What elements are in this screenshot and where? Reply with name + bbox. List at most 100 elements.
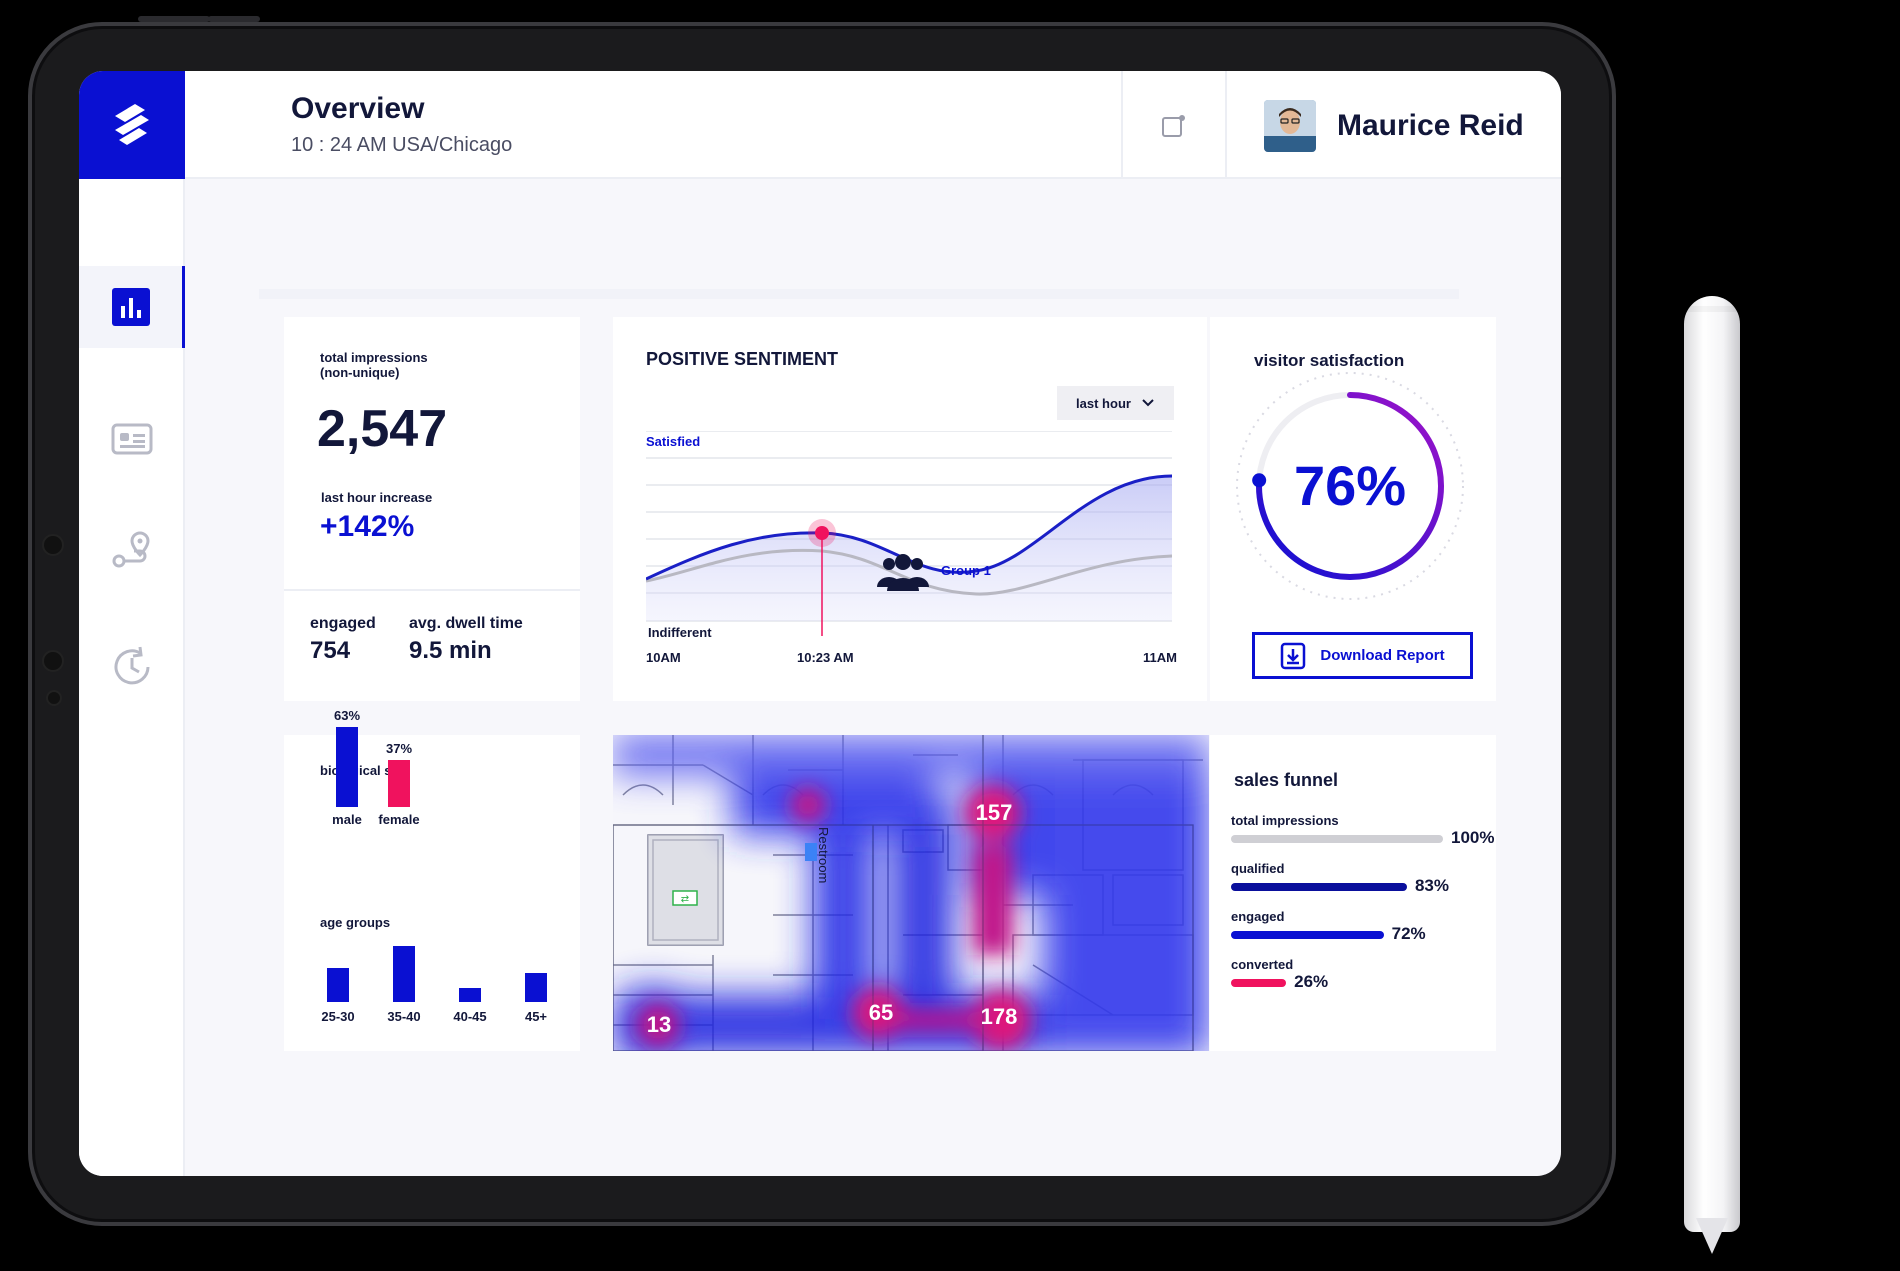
tablet-mic bbox=[46, 690, 62, 706]
top-header: Overview 10 : 24 AM USA/Chicago bbox=[185, 71, 1561, 179]
age-label-40-45: 40-45 bbox=[453, 1009, 487, 1024]
chevron-down-icon bbox=[1142, 399, 1154, 407]
satisfaction-title: visitor satisfaction bbox=[1254, 351, 1405, 370]
route-pin-icon bbox=[112, 531, 150, 568]
funnel-value-0: 100% bbox=[1451, 828, 1495, 847]
funnel-value-2: 72% bbox=[1391, 924, 1426, 943]
funnel-value-3: 26% bbox=[1294, 972, 1329, 991]
tablet-top-button-1 bbox=[138, 16, 210, 22]
gauge-end-dot bbox=[1252, 473, 1267, 488]
app-screen: Overview 10 : 24 AM USA/Chicago Maurice … bbox=[79, 71, 1561, 1176]
funnel-bar-2 bbox=[1231, 931, 1384, 939]
x-tick-current: 10:23 AM bbox=[797, 650, 854, 665]
funnel-bar-1 bbox=[1231, 883, 1407, 891]
hot-layer bbox=[636, 785, 1031, 1050]
age-bar-25-30 bbox=[327, 968, 349, 1002]
engaged-label: engaged bbox=[310, 615, 376, 632]
page-title: Overview bbox=[291, 92, 425, 125]
sidebar-item-journeys[interactable] bbox=[79, 510, 185, 592]
sidebar-item-history[interactable] bbox=[79, 626, 185, 708]
age-label-45+: 45+ bbox=[524, 1009, 548, 1024]
increase-value: +142% bbox=[320, 510, 415, 543]
engaged-value: 754 bbox=[310, 637, 351, 664]
funnel-label-3: converted bbox=[1231, 957, 1294, 972]
hotspot-label-178[interactable]: 178 bbox=[980, 1004, 1018, 1029]
dwell-label: avg. dwell time bbox=[409, 615, 523, 632]
tablet-camera bbox=[42, 534, 64, 556]
hotspot-label-13[interactable]: 13 bbox=[646, 1012, 672, 1037]
floor-plan-heatmap: ⇄ bbox=[613, 735, 1209, 1051]
x-tick-start: 10AM bbox=[646, 650, 681, 665]
x-tick-end: 11AM bbox=[1143, 650, 1177, 665]
demographics-card bbox=[284, 735, 580, 1051]
exit-sign-icon: ⇄ bbox=[672, 890, 698, 906]
impressions-sublabel: (non-unique) bbox=[320, 365, 400, 380]
current-point bbox=[815, 526, 829, 540]
user-name[interactable]: Maurice Reid bbox=[1337, 109, 1524, 142]
bar-chart-icon bbox=[111, 288, 150, 326]
satisfaction-gauge bbox=[1236, 372, 1464, 600]
sex-bar-female bbox=[388, 760, 410, 807]
sentiment-title: POSITIVE SENTIMENT bbox=[646, 349, 839, 369]
impressions-label: total impressions bbox=[320, 350, 428, 365]
time-range-dropdown[interactable]: last hour bbox=[1057, 386, 1174, 420]
dwell-value: 9.5 min bbox=[409, 637, 492, 664]
download-report-label: Download Report bbox=[1320, 647, 1445, 664]
age-title: age groups bbox=[320, 915, 391, 930]
sidebar-item-profiles[interactable] bbox=[79, 398, 185, 480]
time-range-value: last hour bbox=[1076, 395, 1131, 411]
svg-text:⇄: ⇄ bbox=[681, 894, 689, 905]
gauge-dotted-ring bbox=[1236, 372, 1464, 600]
sidebar-item-analytics[interactable] bbox=[79, 266, 185, 348]
funnel-bar-0 bbox=[1231, 835, 1443, 843]
funnel-bar-3 bbox=[1231, 979, 1287, 987]
stylus-pencil bbox=[1684, 296, 1740, 1232]
sex-label-male: male bbox=[332, 812, 362, 827]
stylus-band bbox=[1684, 306, 1740, 312]
funnel-title: sales funnel bbox=[1234, 770, 1339, 790]
impressions-card bbox=[284, 317, 580, 701]
sentiment-top-label: Satisfied bbox=[646, 434, 701, 449]
user-avatar[interactable] bbox=[1264, 100, 1316, 152]
group-people-icon bbox=[877, 554, 929, 591]
history-clock-icon bbox=[114, 646, 150, 685]
group-label: Group 1 bbox=[941, 563, 991, 578]
sex-bar-male bbox=[336, 727, 358, 807]
content-band bbox=[259, 289, 1459, 299]
elevator-block bbox=[648, 835, 723, 945]
stylus-tip bbox=[1696, 1218, 1728, 1254]
funnel-label-1: qualified bbox=[1231, 861, 1285, 876]
download-report-button[interactable]: Download Report bbox=[1252, 632, 1473, 679]
avatar-image bbox=[1264, 100, 1316, 152]
id-card-icon bbox=[111, 423, 153, 455]
age-bar-35-40 bbox=[393, 946, 415, 1002]
increase-label: last hour increase bbox=[321, 490, 433, 505]
sentiment-area bbox=[646, 476, 1172, 621]
header-divider-2 bbox=[1225, 71, 1227, 179]
sentiment-chart bbox=[646, 431, 1172, 636]
funnel-value-1: 83% bbox=[1414, 876, 1449, 895]
sex-percent-male: 63% bbox=[333, 708, 361, 723]
download-icon bbox=[1281, 642, 1306, 669]
notification-button[interactable] bbox=[1159, 111, 1189, 146]
restroom-label: Restroom bbox=[816, 827, 831, 884]
funnel-label-2: engaged bbox=[1231, 909, 1285, 924]
header-divider bbox=[1121, 71, 1123, 179]
impressions-value: 2,547 bbox=[317, 400, 448, 458]
funnel-card bbox=[1210, 735, 1496, 1051]
notification-icon bbox=[1162, 115, 1185, 137]
logo-icon bbox=[115, 104, 149, 145]
brand-logo[interactable] bbox=[79, 71, 185, 179]
funnel-label-0: total impressions bbox=[1231, 813, 1339, 828]
sex-label-female: female bbox=[378, 812, 420, 827]
satisfaction-value: 76% bbox=[1293, 454, 1407, 517]
sentiment-bottom-label: Indifferent bbox=[648, 625, 712, 640]
sex-percent-female: 37% bbox=[385, 741, 413, 757]
tablet-sensor bbox=[42, 650, 64, 672]
hotspot-label-157[interactable]: 157 bbox=[975, 800, 1013, 825]
heatmap-card: ⇄ bbox=[613, 735, 1209, 1051]
age-label-35-40: 35-40 bbox=[387, 1009, 421, 1024]
indifferent-series-line bbox=[646, 548, 1172, 596]
age-bar-45+ bbox=[525, 972, 547, 1002]
hotspot-label-65[interactable]: 65 bbox=[868, 1000, 894, 1025]
